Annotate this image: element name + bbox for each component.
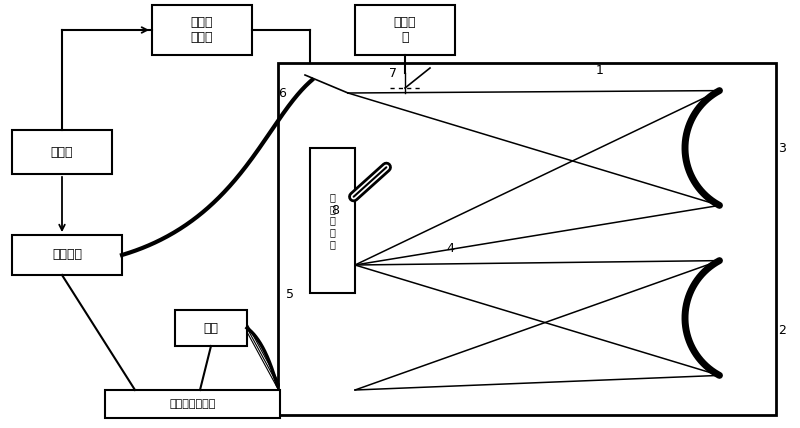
Bar [310, 148, 355, 293]
Text: 4: 4 [446, 241, 454, 255]
Text: 光源: 光源 [203, 321, 218, 335]
Text: 2: 2 [778, 324, 786, 336]
Text: 控制电路: 控制电路 [52, 249, 82, 262]
Text: 7: 7 [389, 66, 397, 80]
Text: 1: 1 [596, 63, 604, 77]
Bar [12, 235, 122, 275]
Text: 6: 6 [278, 86, 286, 99]
Bar [355, 5, 455, 55]
Text: 待测系
统: 待测系 统 [394, 16, 416, 44]
Text: 8: 8 [331, 203, 339, 217]
Bar [12, 130, 112, 174]
Bar [152, 5, 252, 55]
Text: 计算机: 计算机 [50, 146, 74, 158]
Bar [175, 310, 247, 346]
Text: 高精度稳流电源: 高精度稳流电源 [170, 399, 216, 409]
Text: 光
纤
束
参
考: 光 纤 束 参 考 [330, 192, 335, 249]
Bar [105, 390, 280, 418]
Text: 5: 5 [286, 288, 294, 301]
Text: 数据采
集系统: 数据采 集系统 [190, 16, 214, 44]
Bar [278, 63, 776, 415]
Text: 3: 3 [778, 142, 786, 155]
